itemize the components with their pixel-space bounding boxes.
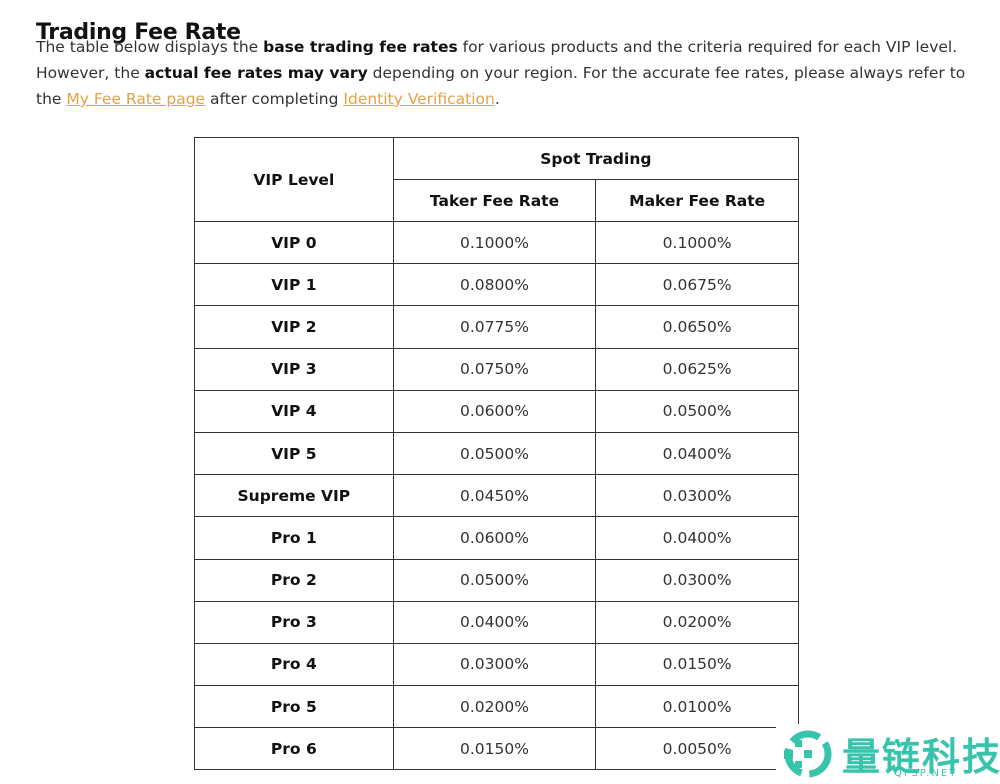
maker-fee-cell: 0.0400% [595, 431, 799, 476]
taker-fee-cell: 0.0600% [392, 389, 597, 433]
taker-fee-cell: 0.1000% [392, 220, 597, 265]
fee-rate-table: VIP Level Spot Trading Taker Fee Rate Ma… [194, 137, 800, 771]
maker-fee-cell: 0.0650% [595, 305, 799, 349]
taker-fee-cell: 0.0500% [392, 431, 597, 476]
level-cell: Pro 1 [194, 516, 394, 560]
table-row: VIP 2 0.0775% 0.0650% [194, 305, 799, 349]
table-row: VIP 1 0.0800% 0.0675% [194, 263, 799, 307]
table-header: VIP Level Spot Trading Taker Fee Rate Ma… [194, 137, 800, 222]
maker-fee-cell: 0.0625% [595, 347, 799, 391]
maker-fee-cell: 0.0500% [595, 389, 799, 433]
taker-fee-cell: 0.0500% [392, 558, 597, 602]
intro-bold-2: actual fee rates may vary [144, 64, 368, 82]
maker-fee-cell: 0.0400% [595, 516, 799, 560]
taker-fee-cell: 0.0200% [392, 685, 597, 729]
table-row: Pro 6 0.0150% 0.0050% [194, 727, 799, 771]
table-row: Pro 4 0.0300% 0.0150% [194, 642, 799, 687]
table-row: VIP 0 0.1000% 0.1000% [194, 220, 799, 265]
vip-level-header: VIP Level [194, 137, 394, 222]
watermark-text: 量链科技 [842, 735, 1000, 779]
maker-fee-cell: 0.1000% [595, 220, 799, 265]
spot-trading-header: Spot Trading [392, 137, 800, 180]
level-cell: VIP 1 [194, 263, 394, 307]
taker-fee-cell: 0.0300% [392, 642, 597, 687]
maker-fee-cell: 0.0150% [595, 642, 799, 687]
level-cell: VIP 5 [194, 431, 394, 476]
maker-fee-cell: 0.0675% [595, 263, 799, 307]
intro-paragraph: The table below displays the base tradin… [36, 34, 976, 112]
level-cell: Supreme VIP [194, 474, 394, 518]
maker-fee-cell: 0.0200% [595, 600, 799, 644]
intro-text-3: depending on your region. For the accura… [36, 64, 966, 108]
table-row: Pro 3 0.0400% 0.0200% [194, 600, 799, 644]
taker-fee-header: Taker Fee Rate [392, 179, 597, 222]
level-cell: VIP 2 [194, 305, 394, 349]
level-cell: VIP 4 [194, 389, 394, 433]
identity-verification-link[interactable]: Identity Verification [343, 90, 495, 108]
taker-fee-cell: 0.0750% [392, 347, 597, 391]
maker-fee-cell: 0.0300% [595, 474, 799, 518]
watermark: 量链科技 QFSP.NET [776, 724, 1000, 784]
intro-text-4: after completing [205, 90, 344, 108]
taker-fee-cell: 0.0150% [392, 727, 597, 771]
level-cell: Pro 5 [194, 685, 394, 729]
level-cell: VIP 3 [194, 347, 394, 391]
intro-text-2: for various products and the criteria re… [36, 38, 958, 82]
table-row: VIP 3 0.0750% 0.0625% [194, 347, 799, 391]
table-row: Pro 5 0.0200% 0.0100% [194, 685, 799, 729]
taker-fee-cell: 0.0800% [392, 263, 597, 307]
level-cell: Pro 3 [194, 600, 394, 644]
table-row: Pro 2 0.0500% 0.0300% [194, 558, 799, 602]
intro-bold-1: base trading fee rates [263, 38, 458, 56]
intro-text-1: The table below displays the [36, 38, 264, 56]
table-row: Pro 1 0.0600% 0.0400% [194, 516, 799, 560]
my-fee-rate-link[interactable]: My Fee Rate page [66, 90, 206, 108]
maker-fee-header: Maker Fee Rate [595, 179, 799, 222]
level-cell: Pro 6 [194, 727, 394, 771]
maker-fee-cell: 0.0100% [595, 685, 799, 729]
level-cell: VIP 0 [194, 220, 394, 265]
watermark-subtext: QFSP.NET [894, 768, 958, 779]
taker-fee-cell: 0.0600% [392, 516, 597, 560]
level-cell: Pro 4 [194, 642, 394, 687]
level-cell: Pro 2 [194, 558, 394, 602]
taker-fee-cell: 0.0775% [392, 305, 597, 349]
taker-fee-cell: 0.0400% [392, 600, 597, 644]
table-body: VIP 0 0.1000% 0.1000% VIP 1 0.0800% 0.0675% VI… [194, 220, 799, 771]
taker-fee-cell: 0.0450% [392, 474, 597, 518]
table-row: VIP 5 0.0500% 0.0400% [194, 431, 799, 476]
page-title: Trading Fee Rate [36, 19, 241, 45]
table-row: Supreme VIP 0.0450% 0.0300% [194, 474, 799, 518]
table-row: VIP 4 0.0600% 0.0500% [194, 389, 799, 433]
intro-text-5: . [494, 90, 500, 108]
watermark-logo-icon [784, 730, 832, 778]
maker-fee-cell: 0.0300% [595, 558, 799, 602]
maker-fee-cell: 0.0050% [595, 727, 799, 771]
